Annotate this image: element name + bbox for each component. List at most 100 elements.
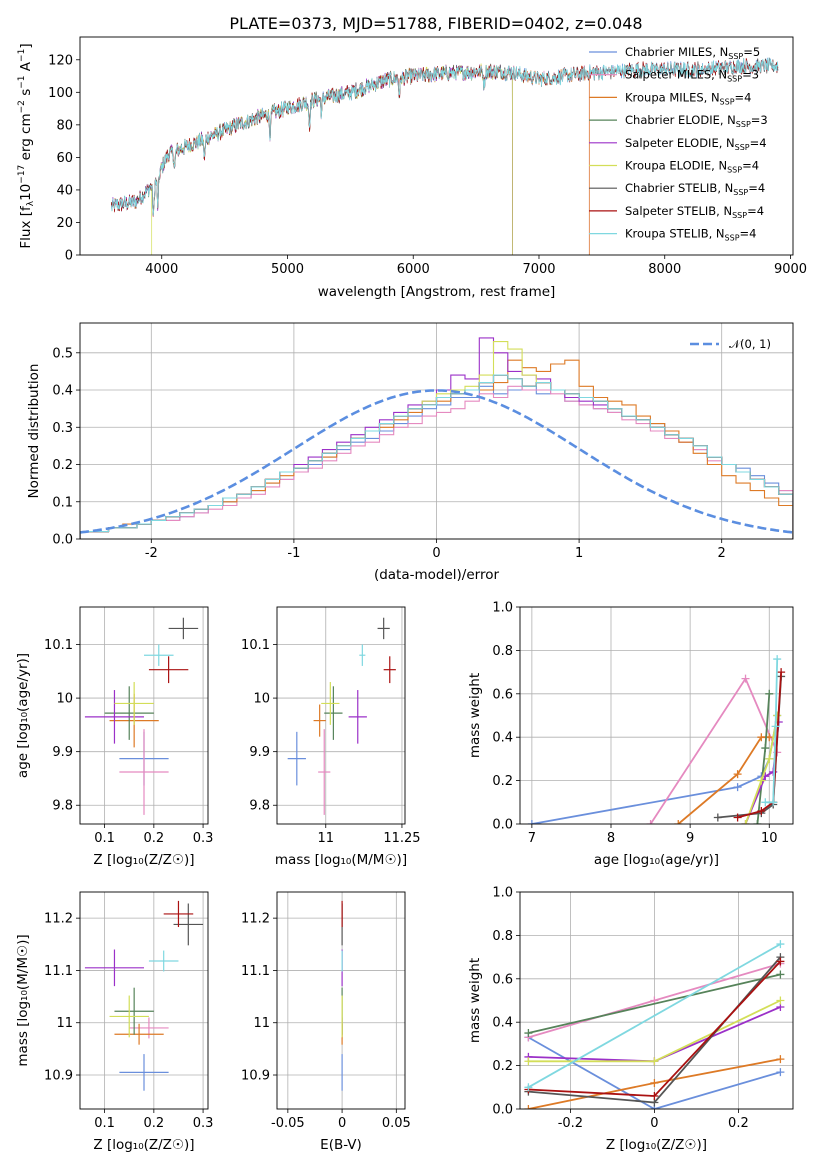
weight-marker <box>524 1105 533 1109</box>
weight-marker <box>527 820 536 824</box>
x-tick-label: 7 <box>528 831 536 846</box>
x-tick-label: 8000 <box>648 262 681 277</box>
weight-marker <box>753 820 762 824</box>
x-tick-label: 9 <box>686 831 694 846</box>
weight-marker <box>777 668 786 677</box>
weight-marker <box>524 1029 533 1038</box>
legend-prefix: Chabrier STELIB, N <box>625 181 733 195</box>
plot-area <box>524 940 785 1109</box>
legend-label: Chabrier STELIB, NSSP=4 <box>625 181 765 197</box>
legend-label: Salpeter ELODIE, NSSP=4 <box>625 136 767 152</box>
x-tick-label: 4000 <box>145 262 178 277</box>
grid-lines <box>277 892 405 1109</box>
axes-frame <box>79 606 209 825</box>
x-tick-label: -0.05 <box>271 1116 305 1131</box>
y-tick-label: 9.8 <box>249 799 270 814</box>
weight-line <box>737 672 782 819</box>
y-axis-label: mass weight <box>467 958 483 1043</box>
residuals-panel: -2 -1 0 1 2 0.0 0.1 0.2 0.3 0.4 0.5 (data-model)/er… <box>26 322 794 583</box>
plot-area <box>527 655 786 824</box>
spectrum-line <box>111 57 779 216</box>
y-tick-label: 11 <box>253 1016 270 1031</box>
x-tick-label: 6000 <box>397 262 430 277</box>
legend-label: Kroupa STELIB, NSSP=4 <box>625 227 756 243</box>
x-tick-label: 0.05 <box>382 1116 411 1131</box>
legend-sub: SSP <box>725 234 740 243</box>
x-axis-label: Z [log₁₀(Z/Z☉)] <box>93 1137 194 1153</box>
weight-marker <box>646 820 655 824</box>
mass-weight-vs-Z-panel: -0.2 0 0.2 0.0 0.2 0.4 0.6 0.8 1.0 Z [log₁₀(Z/Z☉)… <box>467 886 794 1153</box>
legend-label: Kroupa MILES, NSSP=4 <box>625 90 751 106</box>
x-tick-label: 0.3 <box>193 831 214 846</box>
y-tick-label: 9.8 <box>52 799 73 814</box>
y-tick-label: 0.2 <box>492 1059 513 1074</box>
y-tick-label: 0.8 <box>492 929 513 944</box>
legend-suffix: =4 <box>747 204 764 218</box>
x-tick-label: 0.2 <box>728 1116 749 1131</box>
weight-marker <box>757 776 766 785</box>
axes-frame <box>79 36 794 256</box>
weight-marker <box>650 1078 659 1087</box>
weight-marker <box>769 798 778 807</box>
y-tick-label: 11.1 <box>44 964 73 979</box>
x-tick-label: 0.2 <box>144 1116 165 1131</box>
weight-marker <box>713 813 722 822</box>
y-axis-label: Normed distribution <box>26 364 42 499</box>
weight-marker <box>776 940 785 949</box>
histogram-series <box>80 374 793 539</box>
y-tick-label: 10 <box>56 692 73 707</box>
spectrum-panel: 4000 5000 6000 7000 8000 9000 0 20 40 60 80 100 120 w… <box>17 36 807 300</box>
y-tick-label: 11 <box>56 1016 73 1031</box>
mass-vs-EBV-panel: -0.05 0 0.05 10.9 11 11.1 11.2 E(B-V) <box>241 891 411 1153</box>
legend-label: Salpeter MILES, NSSP=3 <box>625 68 759 84</box>
y-tick-label: 0.1 <box>52 495 73 510</box>
y-tick-label: 10.9 <box>44 1069 73 1084</box>
weight-line <box>528 973 781 1034</box>
weight-marker <box>773 711 782 720</box>
x-tick-label: -0.2 <box>558 1116 583 1131</box>
legend-prefix: Chabrier ELODIE, N <box>625 113 736 127</box>
legend-suffix: =4 <box>740 227 757 241</box>
x-tick-label: 7000 <box>522 262 555 277</box>
y-tick-label: 10.9 <box>241 1069 270 1084</box>
y-axis-label: age [log₁₀(age/yr)] <box>15 653 31 778</box>
weight-marker <box>776 1068 785 1077</box>
y-tick-label: 0.8 <box>492 644 513 659</box>
weight-marker <box>776 996 785 1005</box>
y-tick-label: 0.4 <box>492 1016 513 1031</box>
legend-sub: SSP <box>733 188 748 197</box>
y-tick-label: 9.9 <box>52 745 73 760</box>
y-tick-label: 0.2 <box>492 774 513 789</box>
plot-area <box>84 617 199 815</box>
legend-suffix: =4 <box>750 136 767 150</box>
figure-title: PLATE=0373, MJD=51788, FIBERID=0402, z=0… <box>229 14 642 33</box>
x-axis-label: Z [log₁₀(Z/Z☉)] <box>606 1137 707 1153</box>
x-tick-label: 0.2 <box>144 831 165 846</box>
axes-frame <box>276 606 406 825</box>
plot-area <box>287 617 396 815</box>
y-tick-label: 1.0 <box>492 886 513 901</box>
legend-suffix: =4 <box>742 159 759 173</box>
y-tick-label: 11.1 <box>241 964 270 979</box>
x-tick-label: 0 <box>338 1116 346 1131</box>
y-tick-label: 0.5 <box>52 346 73 361</box>
x-tick-label: 1 <box>575 546 583 561</box>
legend-prefix: Salpeter STELIB, N <box>625 204 732 218</box>
x-tick-label: -2 <box>145 546 158 561</box>
gaussian-curve <box>80 389 793 534</box>
axes-frame <box>79 891 209 1110</box>
legend-prefix: Kroupa STELIB, N <box>625 227 725 241</box>
x-tick-label: 5000 <box>271 262 304 277</box>
weight-marker <box>650 1091 659 1100</box>
weight-marker <box>776 957 785 966</box>
y-tick-label: 0.3 <box>52 421 73 436</box>
y-tick-label: 60 <box>56 151 73 166</box>
legend-prefix: Salpeter MILES, N <box>625 68 727 82</box>
weight-marker <box>524 1083 533 1092</box>
weight-line <box>527 943 781 1089</box>
axes-frame <box>519 606 794 825</box>
legend-sub: SSP <box>736 120 751 129</box>
age-vs-mass-panel: 11 11.25 9.8 9.9 10 10.1 mass [log₁₀(M/M☉)] <box>241 606 421 868</box>
